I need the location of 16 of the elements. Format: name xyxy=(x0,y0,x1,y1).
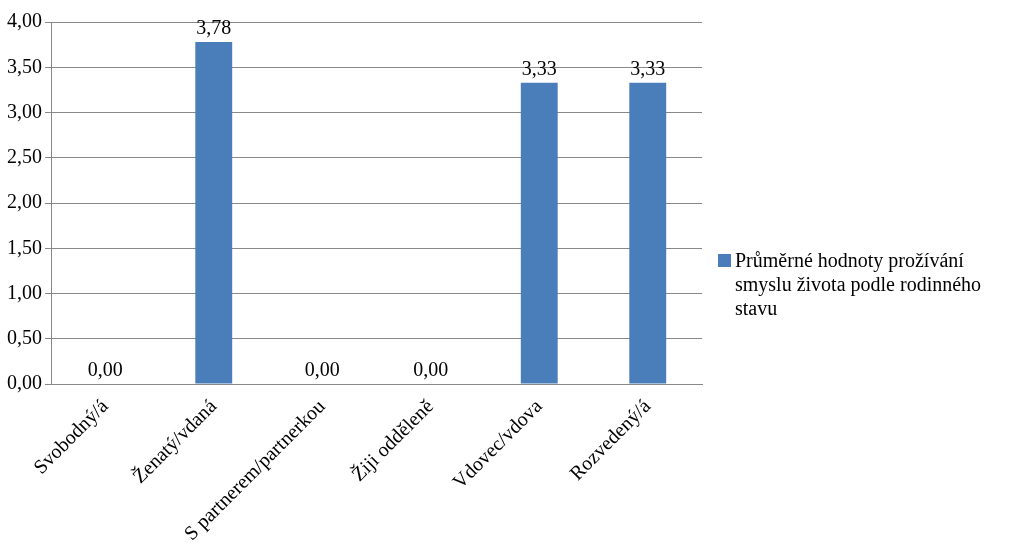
data-label: 0,00 xyxy=(87,358,123,381)
data-label: 0,00 xyxy=(304,358,340,381)
y-tick-label: 3,50 xyxy=(7,54,42,77)
y-tick-label: 0,50 xyxy=(7,326,42,349)
y-tick-label: 1,00 xyxy=(7,280,42,303)
y-tick-label: 4,00 xyxy=(7,9,42,32)
data-label: 3,33 xyxy=(521,56,557,79)
data-label: 3,33 xyxy=(630,56,666,79)
legend-label: Průměrné hodnoty prožívání smyslu života podle rodinného stavu xyxy=(735,248,983,320)
data-label: 0,00 xyxy=(413,358,449,381)
y-tick-label: 1,50 xyxy=(7,235,42,258)
y-tick-label: 2,00 xyxy=(7,190,42,213)
y-tick-label: 2,50 xyxy=(7,145,42,168)
y-tick-label: 3,00 xyxy=(7,99,42,122)
data-label: 3,78 xyxy=(196,16,232,39)
y-tick-label: 0,00 xyxy=(7,371,42,394)
